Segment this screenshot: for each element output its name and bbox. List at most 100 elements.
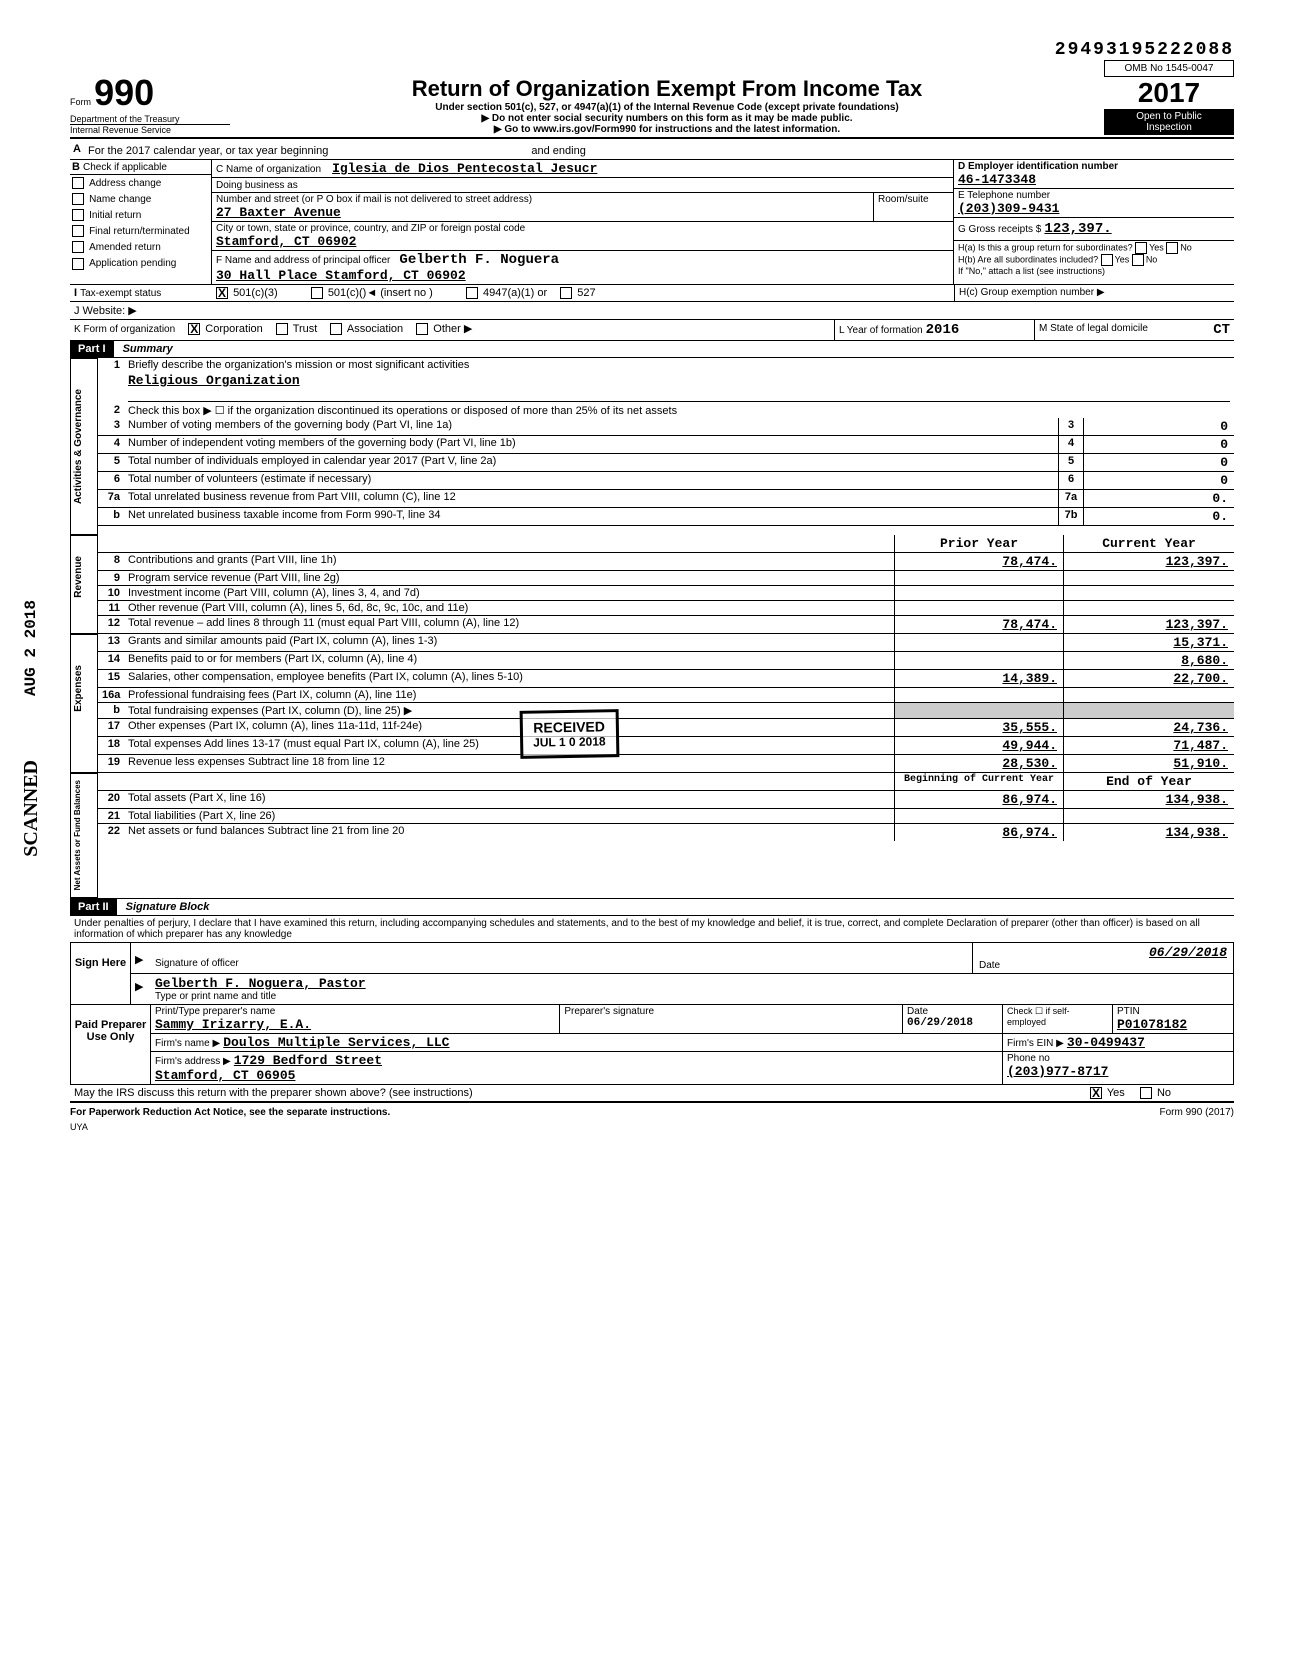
line-14-label: Benefits paid to or for members (Part IX… — [124, 652, 894, 669]
cb-4947[interactable] — [466, 287, 478, 299]
k-other: Other ▶ — [433, 323, 472, 335]
l14-cur: 8,680. — [1064, 652, 1234, 669]
l18-cur: 71,487. — [1064, 737, 1234, 754]
cb-527[interactable] — [560, 287, 572, 299]
line-13-label: Grants and similar amounts paid (Part IX… — [124, 634, 894, 651]
ptin-label: PTIN — [1117, 1006, 1229, 1017]
cb-application-pending[interactable] — [72, 258, 84, 270]
line-18-num: 18 — [98, 737, 124, 754]
l17-prior: 35,555. — [894, 719, 1064, 736]
org-name: Iglesia de Dios Pentecostal Jesucr — [332, 161, 597, 176]
line-22-num: 22 — [98, 824, 124, 841]
scanned-stamp: SCANNED — [20, 760, 43, 857]
l11-prior — [894, 601, 1064, 615]
val-7a: 0. — [1084, 490, 1234, 507]
line-17-num: 17 — [98, 719, 124, 736]
l-label: L Year of formation — [839, 325, 923, 336]
city: Stamford, CT 06902 — [216, 234, 949, 249]
cb-initial-return[interactable] — [72, 209, 84, 221]
cb-hb-yes[interactable] — [1101, 254, 1113, 266]
hb-yes: Yes — [1115, 254, 1130, 264]
cb-other[interactable] — [416, 323, 428, 335]
cb-corp[interactable] — [188, 323, 200, 335]
line-7b-label: Net unrelated business taxable income fr… — [124, 508, 1058, 525]
omb-number: OMB No 1545-0047 — [1104, 60, 1234, 77]
discuss-label: May the IRS discuss this return with the… — [74, 1087, 1090, 1099]
received-text: RECEIVED — [533, 718, 606, 735]
f-label: F Name and address of principal officer — [216, 255, 390, 266]
line-16b-label: Total fundraising expenses (Part IX, col… — [124, 703, 894, 718]
prep-date-label: Date — [907, 1006, 998, 1017]
discuss-no: No — [1157, 1087, 1171, 1099]
i-opt3: 4947(a)(1) or — [483, 287, 547, 299]
i-opt1: 501(c)(3) — [233, 287, 278, 299]
line-21-label: Total liabilities (Part X, line 26) — [124, 809, 894, 823]
name-title-label: Type or print name and title — [155, 991, 1229, 1002]
line-20-num: 20 — [98, 791, 124, 808]
l12-prior: 78,474. — [894, 616, 1064, 633]
cb-ha-yes[interactable] — [1135, 242, 1147, 254]
line-10-label: Investment income (Part VIII, column (A)… — [124, 586, 894, 600]
prior-year-header: Prior Year — [894, 535, 1064, 552]
g-label: G Gross receipts $ — [958, 224, 1041, 235]
cb-ha-no[interactable] — [1166, 242, 1178, 254]
val-7b: 0. — [1084, 508, 1234, 525]
line-14-num: 14 — [98, 652, 124, 669]
phone: (203)309-9431 — [958, 201, 1230, 216]
b-item-5: Application pending — [89, 258, 176, 269]
line-17-label: Other expenses (Part IX, column (A), lin… — [124, 719, 894, 736]
document-number: 29493195222088 — [70, 40, 1234, 60]
l11-cur — [1064, 601, 1234, 615]
declaration: Under penalties of perjury, I declare th… — [70, 916, 1234, 942]
k-corp: Corporation — [205, 323, 262, 335]
ptin: P01078182 — [1117, 1017, 1229, 1032]
aug-stamp: AUG 2 2018 — [22, 600, 40, 696]
cb-address-change[interactable] — [72, 177, 84, 189]
cb-amended-return[interactable] — [72, 241, 84, 253]
arrow-icon-2: ▶ — [131, 974, 151, 1004]
l13-prior — [894, 634, 1064, 651]
cb-assoc[interactable] — [330, 323, 342, 335]
firm-name: Doulos Multiple Services, LLC — [223, 1035, 449, 1050]
l21-prior — [894, 809, 1064, 823]
part1-label: Part I — [70, 341, 114, 357]
cb-hb-no[interactable] — [1132, 254, 1144, 266]
side-expenses: Expenses — [71, 635, 86, 742]
cb-name-change[interactable] — [72, 193, 84, 205]
d-label: D Employer identification number — [958, 161, 1230, 172]
l16a-cur — [1064, 688, 1234, 702]
line-15-label: Salaries, other compensation, employee b… — [124, 670, 894, 687]
line-1-value: Religious Organization — [128, 373, 1230, 388]
paid-preparer-label: Paid Preparer Use Only — [71, 1005, 151, 1084]
cb-trust[interactable] — [276, 323, 288, 335]
l18-prior: 49,944. — [894, 737, 1064, 754]
prep-date: 06/29/2018 — [907, 1017, 998, 1029]
line-4-label: Number of independent voting members of … — [124, 436, 1058, 453]
b-item-0: Address change — [89, 178, 161, 189]
cb-final-return[interactable] — [72, 225, 84, 237]
form-number: 990 — [94, 72, 154, 113]
cb-501c[interactable] — [311, 287, 323, 299]
c-name-label: C Name of organization — [216, 164, 321, 175]
cb-discuss-no[interactable] — [1140, 1087, 1152, 1099]
i-label: Tax-exempt status — [80, 288, 161, 299]
l20-cur: 134,938. — [1064, 791, 1234, 808]
gross-receipts: 123,397. — [1044, 221, 1111, 237]
form-note-1: ▶ Do not enter social security numbers o… — [240, 113, 1094, 124]
line-12-num: 12 — [98, 616, 124, 633]
val-3: 0 — [1084, 418, 1234, 435]
l13-cur: 15,371. — [1064, 634, 1234, 651]
ha-label: H(a) Is this a group return for subordin… — [958, 242, 1133, 252]
line-10-num: 10 — [98, 586, 124, 600]
cb-discuss-yes[interactable] — [1090, 1087, 1102, 1099]
firm-ein: 30-0499437 — [1067, 1035, 1145, 1050]
line-2-label: Check this box ▶ ☐ if the organization d… — [124, 403, 1234, 418]
line-2-num: 2 — [98, 403, 124, 418]
cb-501c3[interactable] — [216, 287, 228, 299]
line-8-num: 8 — [98, 553, 124, 570]
l16b-cur — [1064, 703, 1234, 718]
l21-cur — [1064, 809, 1234, 823]
l10-cur — [1064, 586, 1234, 600]
line-19-label: Revenue less expenses Subtract line 18 f… — [124, 755, 894, 772]
sig-date-label: Date — [979, 960, 1227, 971]
